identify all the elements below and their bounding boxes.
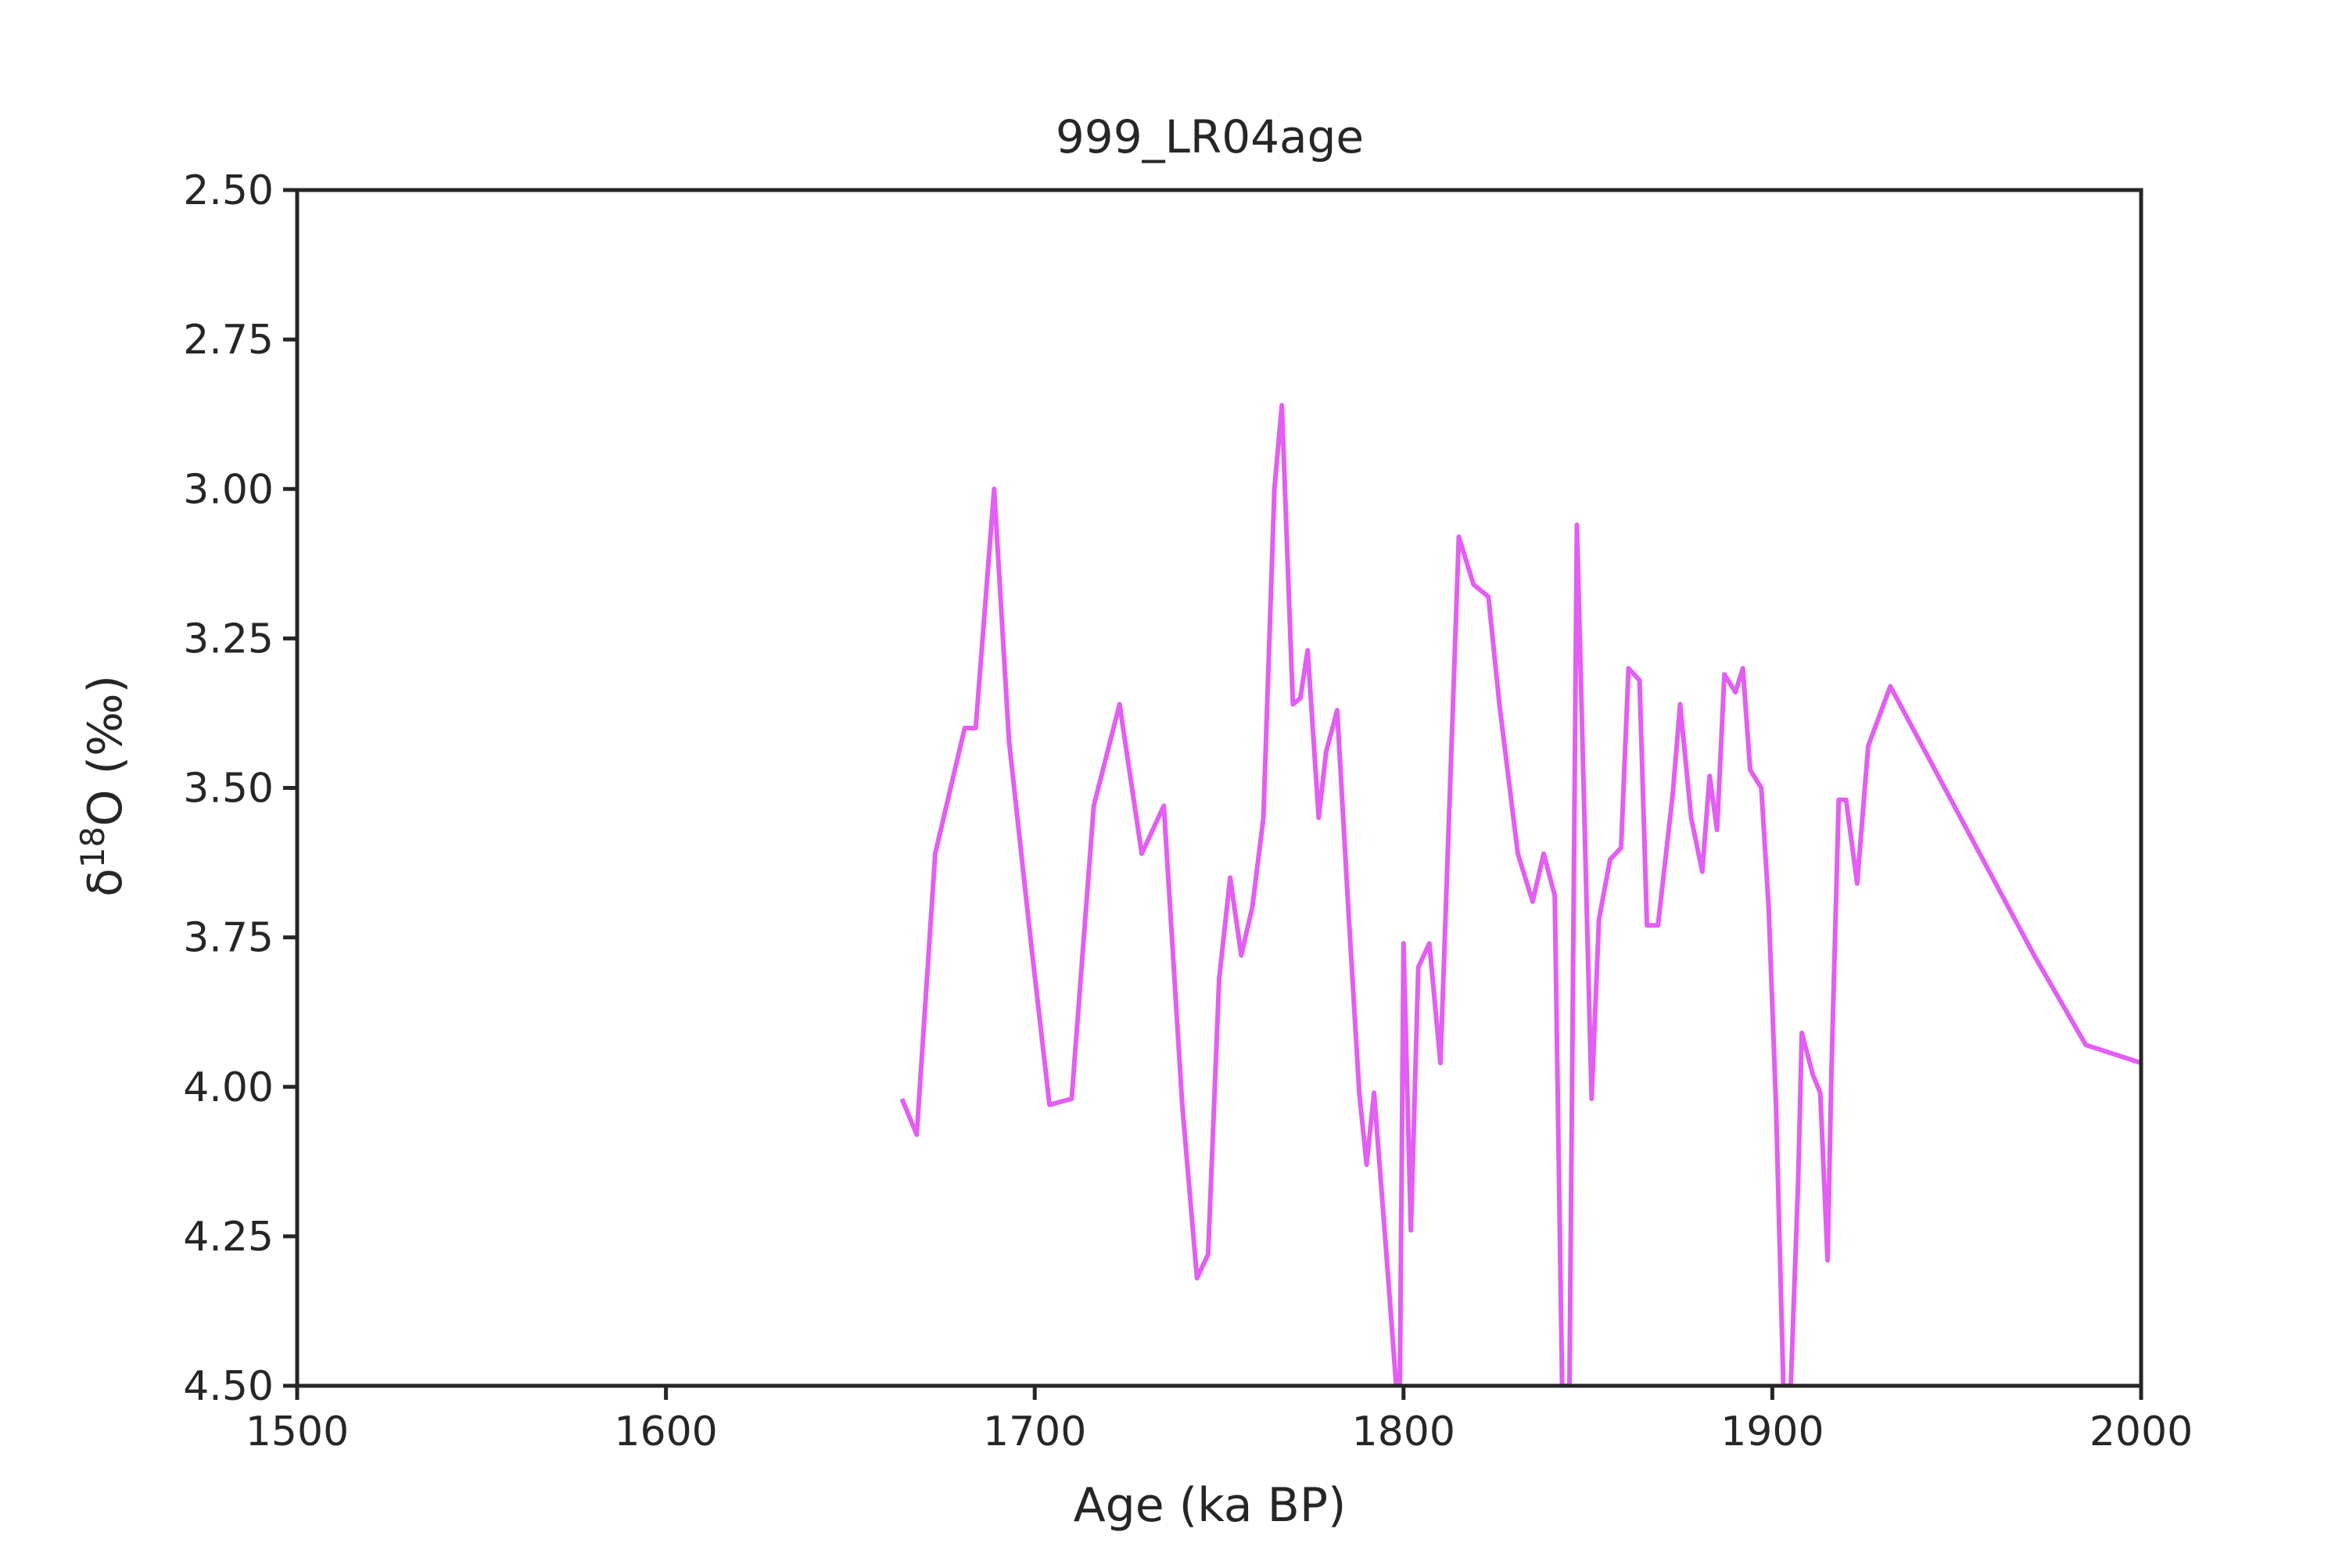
y-tick-label: 3.75: [183, 915, 274, 962]
x-tick-label: 1600: [614, 1408, 717, 1455]
x-tick-label: 1500: [246, 1408, 349, 1455]
y-tick-label: 3.00: [183, 466, 274, 513]
y-tick-label: 2.50: [183, 167, 274, 214]
y-axis-title-sup: 18: [74, 827, 112, 868]
series-line-0: [899, 403, 2141, 1386]
y-tick-label: 4.25: [183, 1214, 274, 1261]
y-tick-label: 3.25: [183, 615, 274, 662]
x-tick-label: 1900: [1720, 1408, 1824, 1455]
x-axis-title: Age (ka BP): [1074, 1478, 1347, 1533]
y-tick-label: 2.75: [183, 317, 274, 364]
y-axis-title-base: δ: [78, 868, 133, 897]
y-tick-label: 4.50: [183, 1363, 274, 1410]
y-axis-title-rest: O (‰): [78, 675, 133, 827]
y-tick-label: 4.00: [183, 1064, 274, 1111]
x-tick-label: 1700: [983, 1408, 1086, 1455]
y-tick-label: 3.50: [183, 766, 274, 813]
y-axis-title: δ18O (‰): [74, 675, 133, 897]
x-tick-label: 1800: [1352, 1408, 1455, 1455]
x-tick-label: 2000: [2090, 1408, 2193, 1455]
chart-title: 999_LR04age: [1056, 110, 1364, 163]
